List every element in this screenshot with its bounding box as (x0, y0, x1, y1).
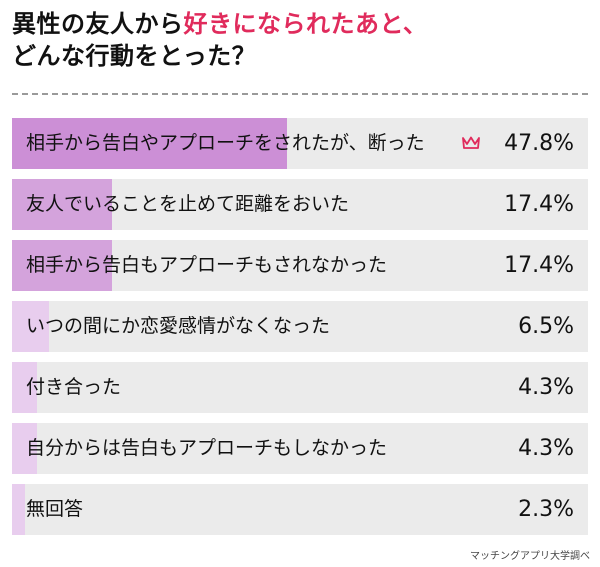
bar-value: 2.3% (518, 497, 574, 522)
bar-label: 無回答 (26, 498, 84, 520)
chart-title: 異性の友人から好きになられたあと、 どんな行動をとった？ (12, 8, 592, 72)
bar-row: いつの間にか恋愛感情がなくなった 6.5% (12, 301, 588, 352)
title-prefix: 異性の友人から (12, 10, 184, 38)
bar (12, 423, 37, 474)
dashed-divider (12, 93, 588, 95)
bar-value: 47.8% (504, 131, 574, 156)
title-line-1: 異性の友人から好きになられたあと、 (12, 8, 592, 40)
bar-row: 友人でいることを止めて距離をおいた 17.4% (12, 179, 588, 230)
bar (12, 484, 26, 535)
bar (12, 362, 37, 413)
bar-label: 相手から告白もアプローチもされなかった (26, 254, 388, 276)
bar-label: 付き合った (26, 376, 122, 398)
title-highlight: 好きになられたあと、 (183, 10, 428, 38)
bar-value: 4.3% (518, 436, 574, 461)
bar-row: 相手から告白やアプローチをされたが、断った 47.8% (12, 118, 588, 169)
bar-label: 友人でいることを止めて距離をおいた (26, 193, 350, 215)
bar-label: いつの間にか恋愛感情がなくなった (26, 315, 331, 337)
bar-row: 付き合った 4.3% (12, 362, 588, 413)
bar-row: 自分からは告白もアプローチもしなかった 4.3% (12, 423, 588, 474)
bar (12, 240, 113, 291)
bar-value: 6.5% (518, 314, 574, 339)
bar (12, 301, 50, 352)
bar-row: 無回答 2.3% (12, 484, 588, 535)
bar-value: 17.4% (504, 253, 574, 278)
bar-label: 相手から告白やアプローチをされたが、断った (26, 132, 425, 154)
bar-value: 4.3% (518, 375, 574, 400)
title-line-2: どんな行動をとった？ (12, 42, 257, 70)
bar-label: 自分からは告白もアプローチもしなかった (26, 437, 388, 459)
source-note: マッチングアプリ大学調べ (470, 551, 590, 562)
bar (12, 179, 113, 230)
bar-value: 17.4% (504, 192, 574, 217)
bar-row: 相手から告白もアプローチもされなかった 17.4% (12, 240, 588, 291)
crown-icon (462, 136, 480, 149)
bar-chart: 相手から告白やアプローチをされたが、断った 47.8% 友人でいることを止めて距離を… (12, 118, 588, 545)
bar (12, 118, 288, 169)
